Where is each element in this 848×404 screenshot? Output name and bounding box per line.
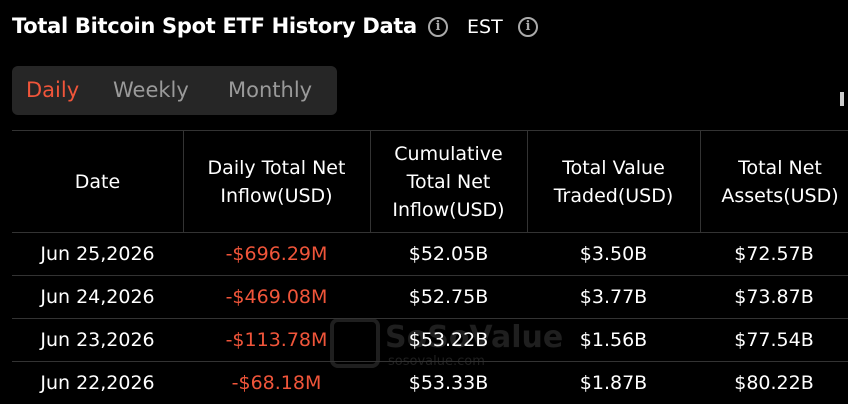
- scroll-marker: [840, 92, 844, 106]
- table-cell: Jun 25,2026: [40, 243, 155, 265]
- table-cell: $53.33B: [408, 372, 489, 394]
- table-cell: Jun 22,2026: [40, 372, 155, 394]
- timezone[interactable]: EST: [467, 16, 503, 38]
- table-cell: Jun 24,2026: [40, 286, 155, 308]
- info-icon[interactable]: i: [518, 17, 538, 37]
- row-divider: [12, 361, 848, 362]
- column-header-text: Total Value Traded(USD): [553, 156, 674, 207]
- column-divider: [370, 131, 371, 232]
- table-cell: $3.77B: [579, 286, 648, 308]
- column-header-text: Total Net Assets(USD): [721, 156, 839, 207]
- table-cell: $80.22B: [734, 372, 814, 394]
- watermark-brand: SoSoValue: [385, 320, 564, 355]
- table-border: [12, 232, 848, 233]
- table-cell: $72.57B: [734, 243, 814, 265]
- column-header: Date: [12, 131, 183, 232]
- table-border: [12, 130, 848, 131]
- row-divider: [12, 318, 848, 319]
- column-divider: [700, 131, 701, 232]
- column-header-text: Date: [74, 170, 121, 193]
- table-cell: $73.87B: [734, 286, 814, 308]
- table-cell: $1.87B: [579, 372, 648, 394]
- table-cell: -$68.18M: [231, 372, 322, 394]
- table-cell: $52.75B: [408, 286, 489, 308]
- column-header-text: Cumulative Total Net Inflow(USD): [392, 142, 505, 221]
- column-header: Cumulative Total Net Inflow(USD): [370, 131, 527, 232]
- watermark-logo: [330, 318, 380, 368]
- info-icon[interactable]: i: [428, 17, 448, 37]
- tab[interactable]: Daily: [26, 78, 80, 102]
- page-title: Total Bitcoin Spot ETF History Data: [12, 14, 417, 38]
- table-cell: -$113.78M: [225, 329, 328, 351]
- column-divider: [527, 131, 528, 232]
- table-cell: -$469.08M: [225, 286, 328, 308]
- table-cell: $52.05B: [408, 243, 489, 265]
- tab-bar: Daily Weekly Monthly: [12, 66, 337, 115]
- table-cell: $77.54B: [734, 329, 814, 351]
- column-header: Daily Total Net Inflow(USD): [183, 131, 370, 232]
- table-cell: $3.50B: [579, 243, 648, 265]
- row-divider: [12, 275, 848, 276]
- column-header: Total Net Assets(USD): [700, 131, 848, 232]
- column-header: Total Value Traded(USD): [527, 131, 700, 232]
- table-cell: Jun 23,2026: [40, 329, 155, 351]
- table-cell: $53.22B: [408, 329, 489, 351]
- column-divider: [183, 131, 184, 232]
- column-header-text: Daily Total Net Inflow(USD): [207, 156, 346, 207]
- tab[interactable]: Monthly: [228, 78, 313, 102]
- table-cell: -$696.29M: [225, 243, 328, 265]
- table-cell: $1.56B: [579, 329, 648, 351]
- tab[interactable]: Weekly: [113, 78, 189, 102]
